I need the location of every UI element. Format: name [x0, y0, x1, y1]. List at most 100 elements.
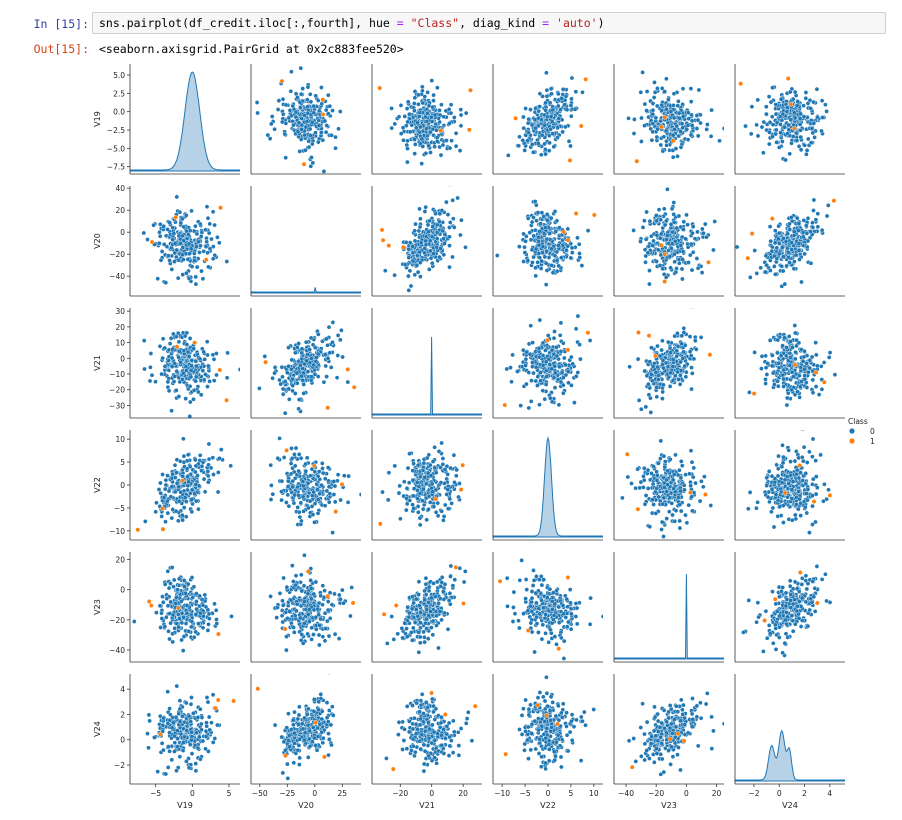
point-class-0: [176, 354, 181, 360]
point-class-1: [333, 509, 339, 514]
point-class-0: [794, 337, 799, 343]
point-class-0: [157, 233, 163, 239]
point-class-0: [289, 456, 295, 461]
point-class-0: [315, 139, 321, 145]
point-class-0: [797, 122, 803, 127]
point-class-0: [549, 246, 554, 252]
point-class-0: [415, 269, 421, 275]
point-class-0: [560, 242, 566, 248]
point-class-0: [675, 369, 680, 375]
point-class-0: [544, 212, 550, 217]
point-class-0: [445, 212, 451, 217]
point-class-0: [290, 484, 295, 490]
point-class-0: [299, 373, 304, 379]
point-class-1: [279, 78, 285, 84]
point-class-0: [775, 350, 780, 356]
point-class-0: [811, 208, 816, 213]
point-class-0: [441, 114, 446, 120]
point-class-0: [149, 372, 155, 378]
point-class-0: [166, 253, 171, 258]
point-class-0: [670, 154, 676, 160]
point-class-0: [826, 355, 832, 360]
point-class-0: [577, 342, 582, 347]
point-class-0: [415, 509, 421, 515]
code-string: 'auto': [556, 16, 598, 30]
point-class-0: [546, 255, 552, 260]
scatter-V20-V22: [493, 199, 597, 287]
point-class-0: [565, 243, 571, 249]
point-class-0: [458, 112, 464, 118]
point-class-0: [417, 206, 422, 212]
point-class-0: [455, 195, 460, 201]
point-class-0: [569, 96, 574, 102]
point-class-0: [654, 385, 659, 390]
point-class-0: [575, 235, 580, 241]
point-class-0: [307, 126, 313, 132]
point-class-0: [690, 474, 696, 480]
point-class-0: [656, 207, 662, 212]
point-class-0: [201, 248, 206, 254]
point-class-0: [161, 495, 167, 500]
point-class-0: [562, 102, 567, 108]
point-class-0: [419, 161, 425, 166]
point-class-0: [659, 86, 665, 91]
point-class-0: [272, 370, 277, 376]
point-class-1: [831, 198, 837, 204]
point-class-0: [174, 368, 179, 374]
point-class-0: [280, 391, 286, 397]
point-class-0: [283, 155, 288, 160]
point-class-0: [804, 231, 810, 236]
point-class-0: [558, 349, 564, 354]
point-class-0: [663, 128, 669, 134]
point-class-0: [679, 459, 684, 464]
point-class-0: [420, 467, 426, 473]
point-class-0: [565, 369, 571, 375]
point-class-0: [292, 463, 298, 469]
point-class-0: [792, 110, 797, 116]
point-class-0: [411, 506, 416, 511]
point-class-1: [792, 362, 798, 368]
point-class-0: [420, 100, 426, 106]
point-class-0: [792, 259, 797, 264]
point-class-0: [530, 150, 536, 155]
code-input[interactable]: sns.pairplot(df_credit.iloc[:,fourth], h…: [92, 12, 886, 34]
point-class-0: [693, 480, 698, 486]
point-class-0: [205, 384, 210, 389]
point-class-0: [416, 228, 422, 234]
point-class-0: [247, 446, 251, 450]
point-class-0: [549, 399, 555, 405]
point-class-0: [301, 508, 306, 514]
scatter-V20-V21: [379, 186, 468, 293]
point-class-0: [747, 390, 752, 395]
point-class-0: [423, 204, 429, 210]
point-class-0: [568, 354, 574, 360]
point-class-0: [176, 541, 180, 545]
point-class-0: [429, 481, 435, 487]
point-class-0: [191, 396, 196, 402]
point-class-0: [676, 213, 682, 219]
point-class-0: [783, 157, 788, 163]
point-class-0: [305, 480, 311, 486]
point-class-0: [721, 126, 724, 131]
point-class-0: [549, 366, 555, 372]
point-class-0: [444, 199, 449, 205]
point-class-0: [639, 139, 644, 144]
point-class-0: [402, 262, 408, 267]
point-class-0: [316, 118, 321, 123]
point-class-1: [203, 257, 209, 263]
point-class-0: [434, 135, 440, 140]
point-class-0: [305, 110, 311, 116]
point-class-0: [380, 489, 385, 495]
point-class-0: [552, 385, 558, 391]
point-class-0: [678, 373, 683, 378]
point-class-0: [207, 221, 213, 227]
point-class-0: [174, 334, 179, 340]
point-class-0: [682, 343, 688, 348]
point-class-0: [680, 86, 686, 92]
point-class-0: [573, 326, 579, 332]
point-class-0: [667, 384, 673, 389]
point-class-0: [735, 244, 740, 250]
point-class-0: [304, 119, 310, 124]
point-class-0: [269, 483, 274, 488]
point-class-0: [299, 350, 305, 356]
